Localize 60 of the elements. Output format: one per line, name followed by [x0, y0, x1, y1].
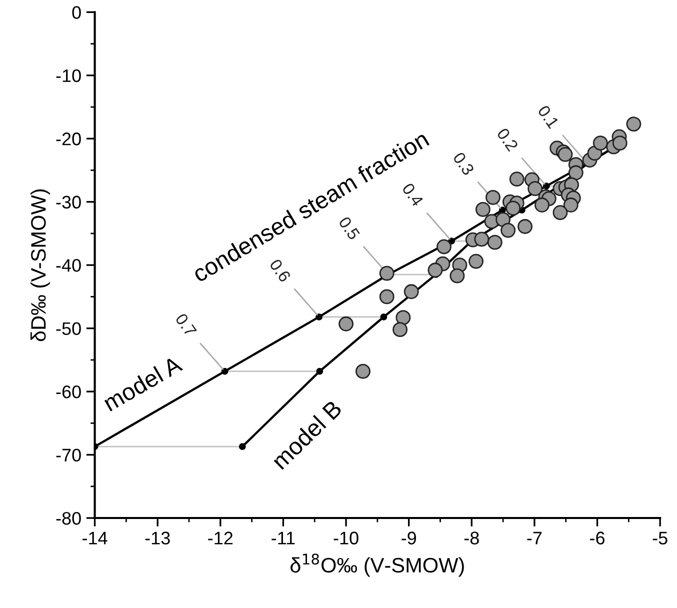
point — [428, 262, 443, 278]
x-tick-label: -9 — [402, 532, 416, 544]
point — [568, 165, 584, 180]
point — [450, 268, 465, 284]
y-tick-label: -70 — [56, 448, 81, 462]
y-tick-label: -30 — [56, 196, 81, 209]
point — [518, 219, 532, 234]
y-tick-label: 0 — [72, 6, 81, 19]
point — [534, 198, 550, 212]
point — [338, 316, 354, 332]
point — [221, 368, 228, 375]
annotation: 0.5 — [338, 216, 360, 240]
point — [436, 239, 452, 254]
y-tick-label: -20 — [56, 132, 81, 146]
y-tick-label: -40 — [56, 259, 81, 272]
point — [316, 368, 324, 375]
point — [474, 232, 490, 247]
point — [356, 364, 370, 379]
annotation: 0.3 — [452, 151, 475, 176]
y-axis-title: δD‰ (V-SMOW) — [30, 189, 50, 342]
y-tick-label: -50 — [56, 322, 81, 336]
point — [316, 313, 322, 320]
point — [509, 172, 524, 187]
point — [487, 234, 502, 250]
y-tick-label: -60 — [56, 385, 81, 398]
x-tick-label: -14 — [82, 532, 108, 544]
point — [238, 443, 246, 450]
y-tick-label: -10 — [56, 69, 81, 82]
point — [404, 284, 419, 300]
x-axis-title: δ$^{18}$O‰ (V-SMOW) — [290, 554, 464, 577]
point — [592, 136, 608, 151]
x-tick-label: -8 — [464, 532, 479, 544]
annotation: 0.1 — [537, 104, 560, 130]
annotation: 0.2 — [496, 127, 519, 152]
point — [506, 200, 521, 216]
point — [392, 322, 408, 338]
x-tick-label: -6 — [590, 532, 604, 544]
x-tick-label: -7 — [527, 532, 542, 544]
point — [496, 212, 511, 228]
y-tick-label: -80 — [56, 512, 81, 525]
point — [626, 116, 642, 132]
point — [380, 313, 388, 320]
point — [542, 182, 550, 190]
x-tick-label: -12 — [208, 532, 233, 544]
annotation: 0.7 — [174, 312, 197, 338]
point — [379, 266, 394, 281]
x-tick-label: -11 — [272, 532, 295, 544]
point — [396, 310, 411, 326]
point — [379, 289, 394, 304]
x-tick-label: -13 — [145, 532, 170, 544]
x-tick-label: -5 — [652, 532, 668, 544]
point — [563, 198, 578, 212]
point — [612, 136, 628, 151]
point — [475, 202, 490, 217]
point — [528, 181, 543, 196]
point — [552, 205, 568, 220]
point — [468, 254, 484, 269]
point — [500, 222, 516, 238]
annotation: 0.4 — [402, 182, 424, 208]
x-tick-label: -10 — [334, 532, 358, 544]
